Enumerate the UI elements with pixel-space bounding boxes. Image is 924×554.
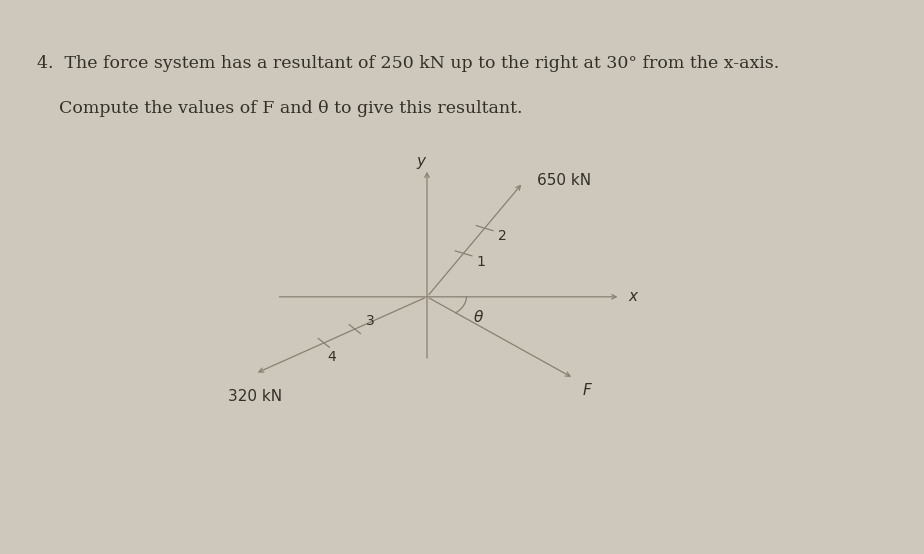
Text: 320 kN: 320 kN	[228, 388, 282, 403]
Text: Compute the values of F and θ to give this resultant.: Compute the values of F and θ to give th…	[37, 100, 522, 117]
Text: 2: 2	[497, 229, 506, 243]
Text: F: F	[582, 383, 591, 398]
Text: x: x	[628, 289, 638, 304]
Text: 4.  The force system has a resultant of 250 kN up to the right at 30° from the x: 4. The force system has a resultant of 2…	[37, 55, 779, 73]
Text: 1: 1	[477, 255, 485, 269]
Text: 650 kN: 650 kN	[538, 173, 591, 188]
Text: θ: θ	[474, 310, 483, 325]
Text: 4: 4	[327, 350, 336, 364]
Text: y: y	[417, 153, 426, 168]
Text: 3: 3	[366, 314, 375, 328]
